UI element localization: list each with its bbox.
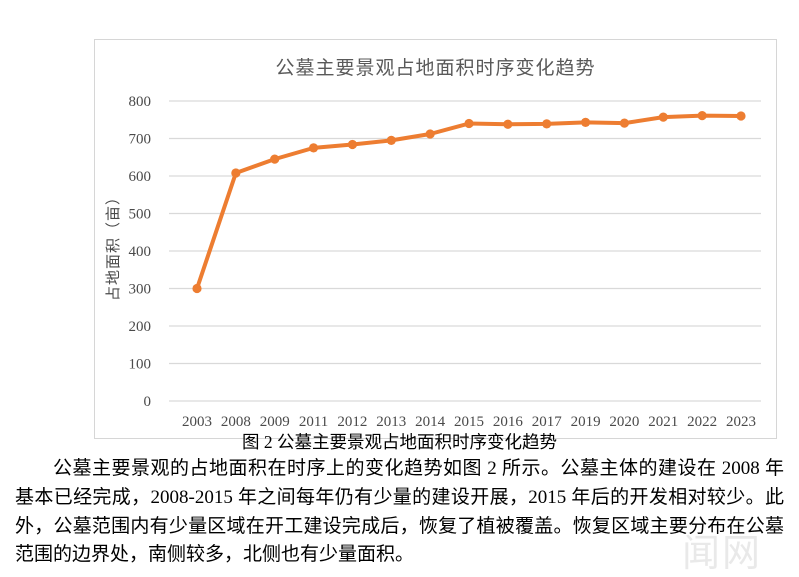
figure-chart: 公墓主要景观占地面积时序变化趋势 0 100 200 300 400 500 600 700 8… [94, 39, 777, 439]
x-tick-label: 2015 [454, 414, 484, 430]
y-tick-label: 800 [129, 94, 152, 110]
x-tick-label: 2008 [221, 414, 251, 430]
trend-line [195, 113, 743, 291]
data-point-marker [231, 168, 241, 178]
x-tick-label: 2021 [648, 414, 678, 430]
y-axis-title: 占地面积（亩） [104, 189, 122, 301]
y-tick-label: 0 [144, 394, 152, 410]
y-tick-label: 700 [129, 132, 152, 148]
x-tick-label: 2003 [182, 414, 212, 430]
data-point-marker [736, 111, 746, 121]
x-tick-label: 2016 [493, 414, 524, 430]
y-tick-label: 600 [129, 169, 152, 185]
data-point-marker [425, 129, 435, 139]
data-point-marker [658, 112, 668, 122]
data-point-marker [697, 111, 707, 121]
y-tick-label: 400 [129, 244, 152, 260]
y-tick-label: 500 [129, 207, 152, 223]
data-point-marker [464, 118, 474, 129]
y-tick-label: 200 [129, 319, 152, 335]
data-point-marker [580, 117, 591, 127]
x-tick-label: 2022 [687, 414, 717, 430]
y-tick-label: 300 [129, 282, 152, 298]
data-point-marker [308, 143, 319, 153]
data-point-marker [542, 119, 552, 129]
line-chart: 0 100 200 300 400 500 600 700 800 2003 2008 2009 201… [104, 94, 761, 430]
x-tick-label: 2023 [726, 414, 756, 430]
x-tick-label: 2017 [532, 414, 563, 430]
x-tick-label: 2013 [376, 414, 406, 430]
x-tick-label: 2019 [571, 414, 601, 430]
figure-caption: 图 2 公墓主要景观占地面积时序变化趋势 [242, 432, 557, 452]
x-tick-label: 2012 [337, 414, 367, 430]
x-tick-label: 2011 [299, 414, 328, 430]
data-point-marker [270, 154, 280, 164]
x-tick-label: 2009 [260, 414, 290, 430]
y-tick-label: 100 [129, 357, 152, 373]
x-tick-label: 2014 [415, 414, 446, 430]
data-point-marker [192, 283, 202, 294]
data-point-marker [503, 119, 513, 129]
data-point-marker [619, 118, 630, 128]
x-tick-label: 2020 [609, 414, 639, 430]
chart-title: 公墓主要景观占地面积时序变化趋势 [275, 58, 596, 79]
body-paragraph: 公墓主要景观的占地面积在时序上的变化趋势如图 2 所示。公墓主体的建设在 200… [15, 458, 784, 566]
data-point-marker [347, 139, 358, 150]
data-point-marker [386, 135, 396, 145]
